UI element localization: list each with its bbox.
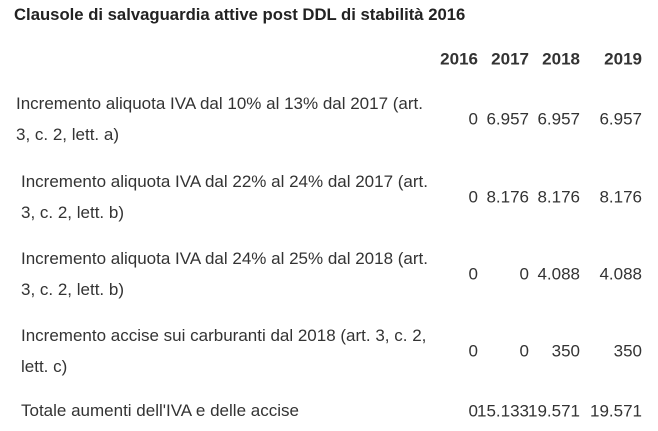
cell-2016: 0 xyxy=(440,158,478,235)
column-header-text: 2018 xyxy=(542,49,580,69)
cell-value: 6.957 xyxy=(537,109,580,129)
cell-value: 6.957 xyxy=(486,109,529,129)
cell-value: 0 xyxy=(519,341,529,361)
cell-value: 0 xyxy=(468,187,478,206)
cell-2018: 8.176 xyxy=(529,158,580,235)
page-title: Clausole di salvaguardia attive post DDL… xyxy=(14,5,466,24)
row-label: Incremento aliquota IVA dal 24% al 25% d… xyxy=(21,248,428,299)
row-label-cell: Totale aumenti dell'IVA e delle accise xyxy=(14,390,440,431)
row-label: Incremento aliquota IVA dal 10% al 13% d… xyxy=(16,94,423,144)
cell-2017: 6.957 xyxy=(478,80,529,158)
table-row: Incremento aliquota IVA dal 22% al 24% d… xyxy=(14,158,642,235)
column-header-2017: 2017 xyxy=(478,38,529,80)
data-table: 2016 2017 2018 2019 Incremento aliquota … xyxy=(14,38,642,431)
cell-value: 4.088 xyxy=(537,264,580,283)
row-label: Incremento accise sui carburanti dal 201… xyxy=(21,326,427,376)
cell-2018: 350 xyxy=(529,312,580,390)
cell-2019: 8.176 xyxy=(580,158,642,235)
cell-2017: 0 xyxy=(478,235,529,312)
column-header-text: 2017 xyxy=(491,49,529,69)
cell-2017: 8.176 xyxy=(478,158,529,235)
cell-value: 6.957 xyxy=(599,109,642,129)
row-label-cell: Incremento aliquota IVA dal 10% al 13% d… xyxy=(14,80,440,158)
cell-value: 0 xyxy=(468,401,478,420)
column-header-2016: 2016 xyxy=(440,38,478,80)
row-label: Totale aumenti dell'IVA e delle accise xyxy=(21,401,299,420)
cell-value: 350 xyxy=(613,341,642,361)
column-header-text: 2016 xyxy=(440,49,478,69)
cell-value: 8.176 xyxy=(537,187,580,206)
row-label-cell: Incremento aliquota IVA dal 24% al 25% d… xyxy=(14,235,440,312)
cell-2016: 0 xyxy=(440,312,478,390)
cell-value: 15.133 xyxy=(477,401,529,420)
cell-value: 19.571 xyxy=(590,401,642,420)
cell-2019: 6.957 xyxy=(580,80,642,158)
cell-2016: 0 xyxy=(440,390,478,431)
cell-value: 8.176 xyxy=(599,187,642,206)
row-label-cell: Incremento aliquota IVA dal 22% al 24% d… xyxy=(14,158,440,235)
table-header-row: 2016 2017 2018 2019 xyxy=(14,38,642,80)
cell-2017: 0 xyxy=(478,312,529,390)
cell-value: 0 xyxy=(468,264,478,283)
cell-2018: 6.957 xyxy=(529,80,580,158)
row-label: Incremento aliquota IVA dal 22% al 24% d… xyxy=(21,171,428,222)
cell-value: 0 xyxy=(519,264,529,283)
cell-2019: 19.571 xyxy=(580,390,642,431)
cell-value: 19.571 xyxy=(528,401,580,420)
cell-2016: 0 xyxy=(440,80,478,158)
cell-value: 0 xyxy=(468,109,478,129)
table-row: Incremento aliquota IVA dal 24% al 25% d… xyxy=(14,235,642,312)
cell-value: 0 xyxy=(468,341,478,361)
cell-value: 350 xyxy=(551,341,580,361)
cell-value: 4.088 xyxy=(599,264,642,283)
cell-2018: 19.571 xyxy=(528,390,580,431)
table-row: Incremento accise sui carburanti dal 201… xyxy=(14,312,642,390)
cell-2019: 350 xyxy=(580,312,642,390)
header-empty-cell xyxy=(14,38,440,80)
table-row: Incremento aliquota IVA dal 10% al 13% d… xyxy=(14,80,642,158)
table-total-row: Totale aumenti dell'IVA e delle accise 0… xyxy=(14,390,642,431)
column-header-2018: 2018 xyxy=(529,38,580,80)
row-label-cell: Incremento accise sui carburanti dal 201… xyxy=(14,312,440,390)
cell-value: 8.176 xyxy=(486,187,529,206)
cell-2017: 15.133 xyxy=(477,390,529,431)
column-header-2019: 2019 xyxy=(580,38,642,80)
cell-2016: 0 xyxy=(440,235,478,312)
cell-2018: 4.088 xyxy=(529,235,580,312)
column-header-text: 2019 xyxy=(604,49,642,69)
cell-2019: 4.088 xyxy=(580,235,642,312)
